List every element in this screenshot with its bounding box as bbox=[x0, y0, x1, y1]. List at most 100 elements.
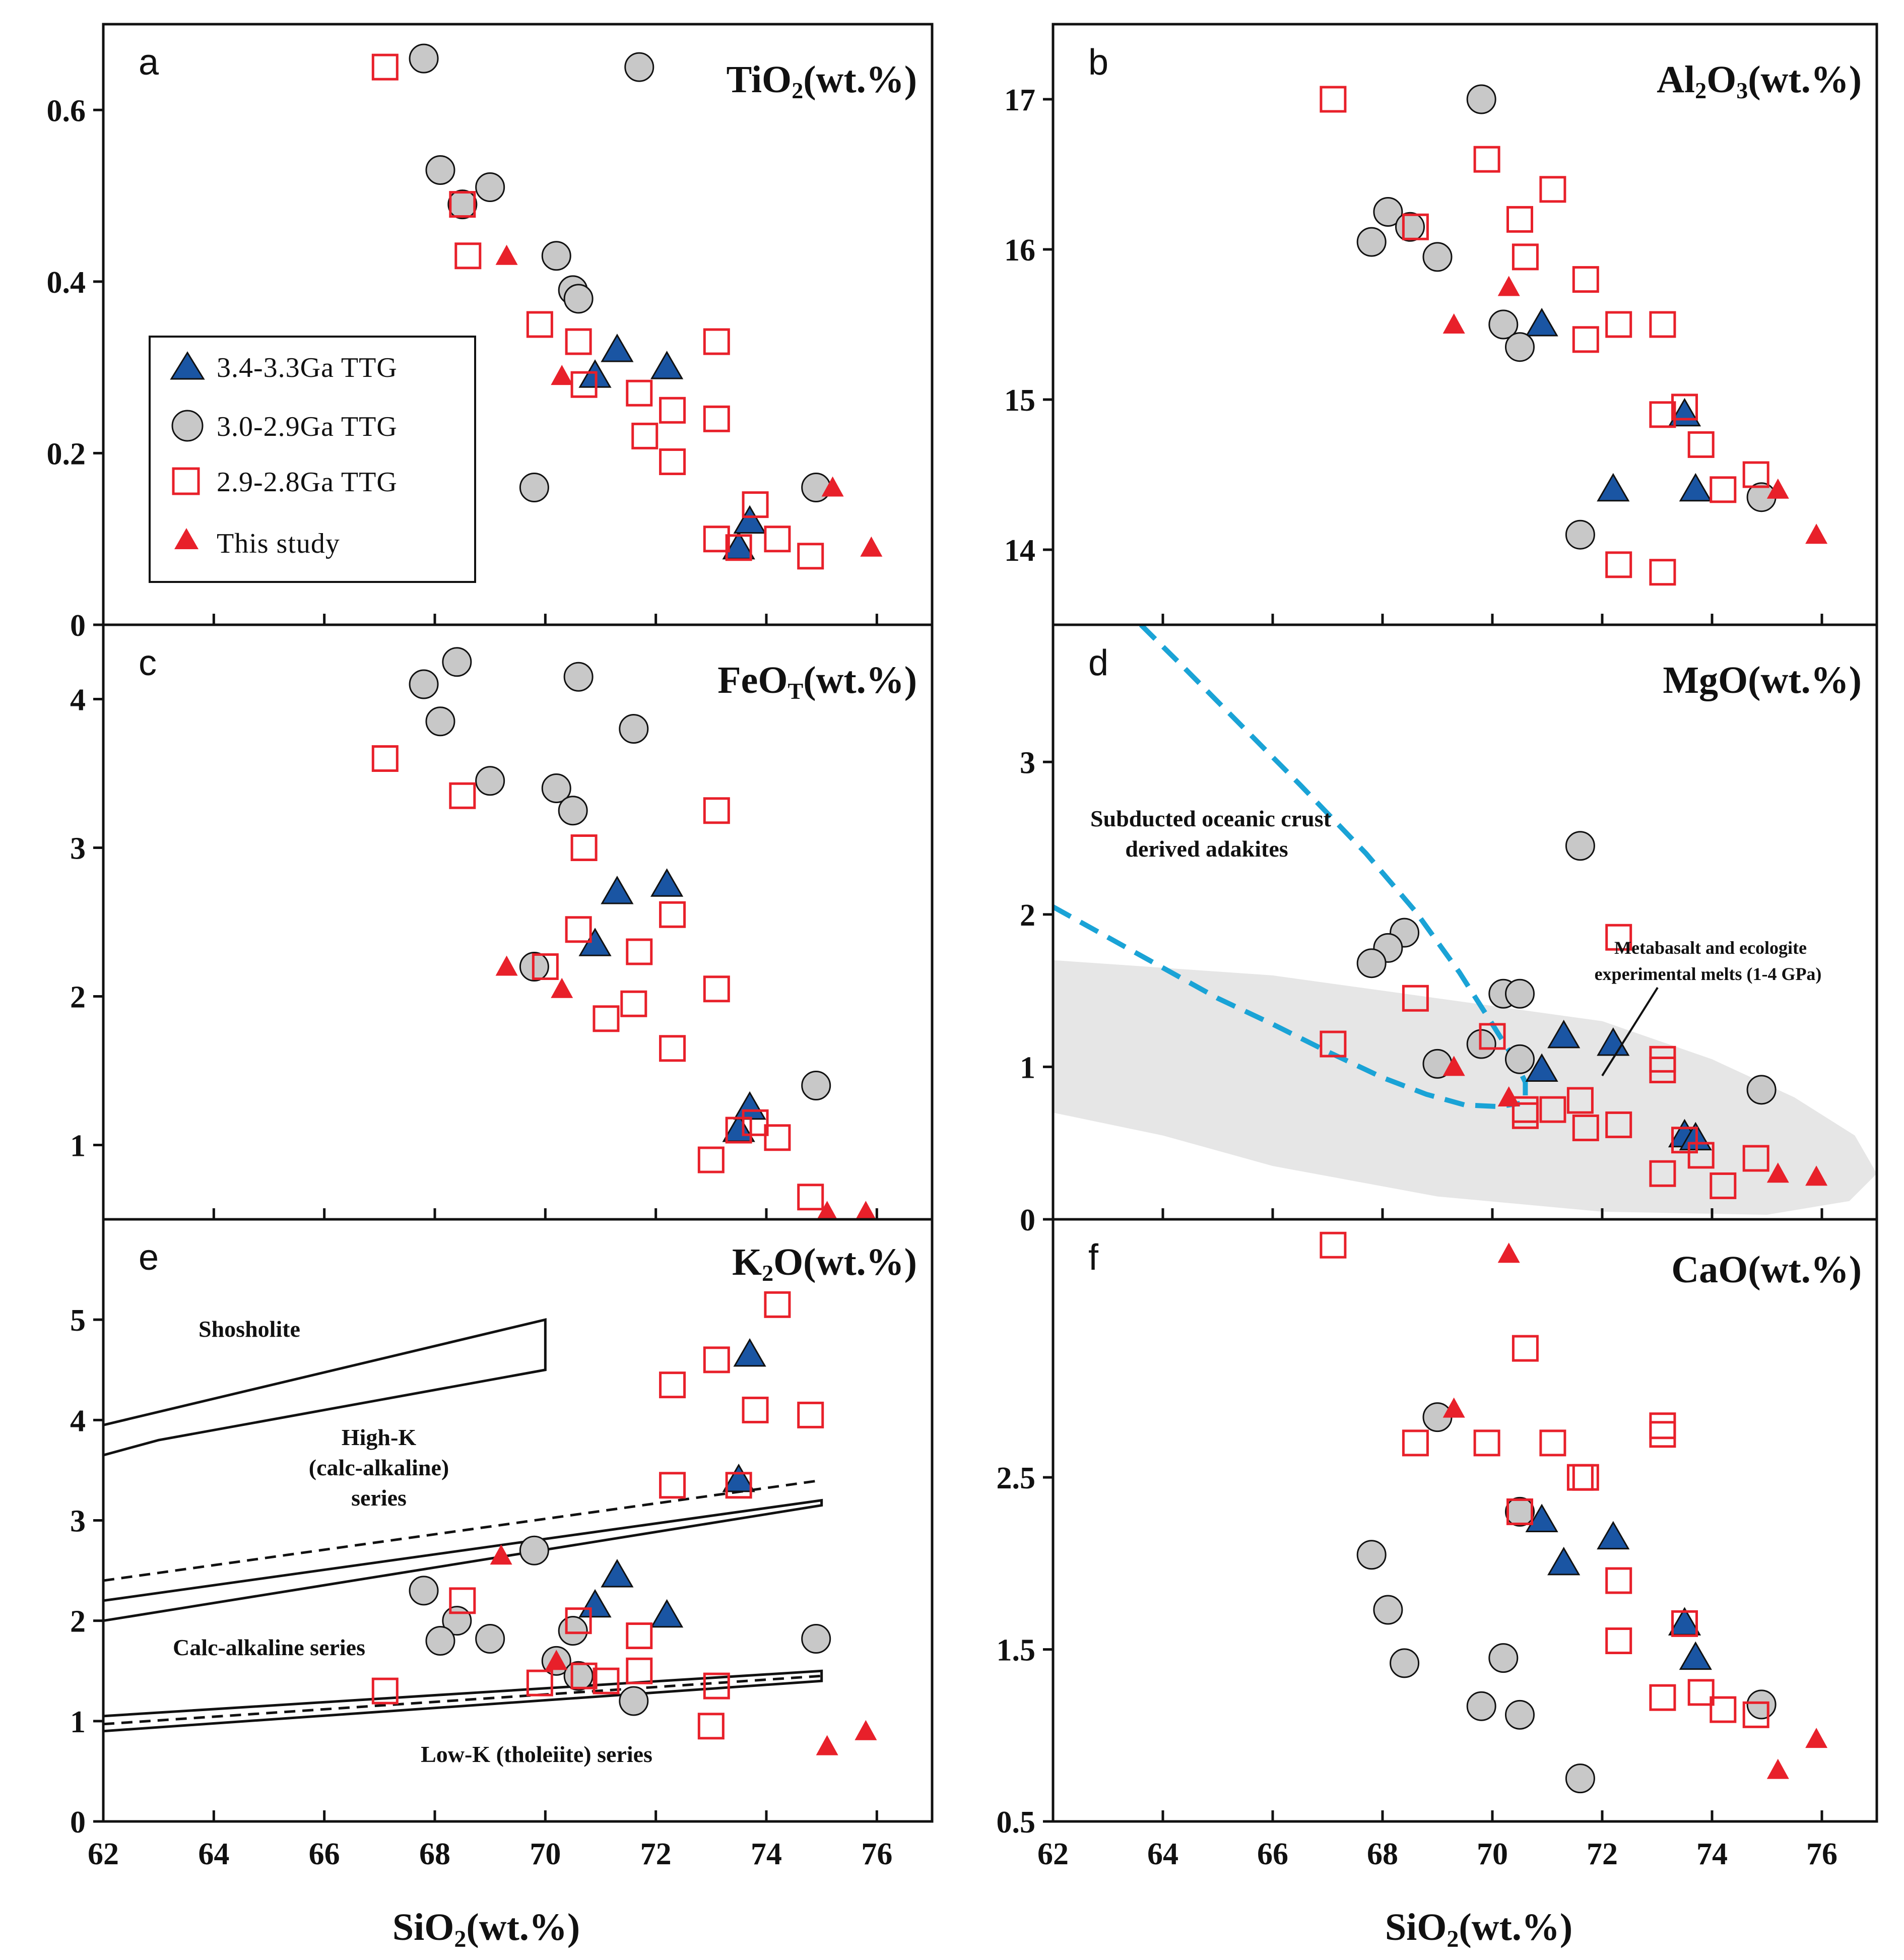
data-point-gray-circle bbox=[1565, 519, 1595, 550]
data-point-gray-circle bbox=[519, 1535, 549, 1565]
data-point-red-square bbox=[1742, 461, 1769, 488]
y-tick-label: 15 bbox=[1004, 383, 1035, 418]
data-point-gray-circle bbox=[1373, 1595, 1403, 1625]
data-point-red-square bbox=[1479, 1023, 1506, 1050]
data-point-red-square bbox=[703, 797, 730, 824]
data-point-gray-circle bbox=[558, 1616, 588, 1646]
data-point-red-triangle bbox=[1497, 1243, 1520, 1263]
y-tick-label: 4 bbox=[70, 683, 86, 717]
data-point-gray-circle bbox=[1466, 84, 1496, 114]
data-point-red-square bbox=[1506, 206, 1533, 233]
data-point-gray-circle bbox=[1505, 332, 1535, 362]
y-tick-label: 2 bbox=[1020, 898, 1035, 933]
panel-e: 62 64 66 68 70 72 74 76 0 1 2 3 4 5 e K2O(wt.%) Shosholi… bbox=[70, 1218, 934, 1871]
data-point-red-square bbox=[797, 1401, 824, 1428]
panel-letter-c: c bbox=[139, 643, 157, 683]
data-point-red-square bbox=[371, 53, 399, 81]
series-boundary-line-4 bbox=[103, 1669, 823, 1733]
legend-box bbox=[149, 336, 476, 583]
y-tick-label: 4 bbox=[70, 1404, 86, 1438]
data-point-gray-circle bbox=[409, 43, 439, 74]
x-tick-label: 70 bbox=[1477, 1837, 1508, 1871]
data-point-red-square bbox=[1473, 1429, 1500, 1457]
data-point-red-triangle bbox=[551, 977, 573, 998]
y-tick-label: 2 bbox=[70, 981, 86, 1015]
x-tick-label: 68 bbox=[419, 1837, 450, 1871]
y-tick-label: 1 bbox=[70, 1705, 86, 1739]
legend-marker-blue-triangle bbox=[170, 351, 205, 380]
x-tick-label: 68 bbox=[1367, 1837, 1398, 1871]
data-point-blue-triangle bbox=[601, 1559, 634, 1588]
metabasalt-label-line-1: Metabasalt and ecologite bbox=[1614, 938, 1807, 958]
data-point-gray-circle bbox=[563, 662, 594, 692]
data-point-blue-triangle bbox=[650, 868, 684, 897]
series-boundary-line-5 bbox=[103, 1674, 822, 1726]
plot-area-f bbox=[1320, 1231, 1828, 1794]
data-point-gray-circle bbox=[409, 669, 439, 699]
data-point-red-square bbox=[1572, 1114, 1599, 1141]
data-point-red-square bbox=[565, 328, 592, 355]
high-k-label-line-1: High-K bbox=[342, 1424, 416, 1450]
data-point-red-square bbox=[626, 938, 653, 965]
data-point-red-triangle bbox=[860, 536, 883, 557]
low-k-label: Low-K (tholeiite) series bbox=[421, 1741, 652, 1767]
data-point-red-triangle bbox=[1766, 1162, 1789, 1183]
data-point-gray-circle bbox=[1466, 1691, 1496, 1721]
data-point-gray-circle bbox=[1565, 1763, 1595, 1794]
data-point-red-square bbox=[1671, 394, 1698, 421]
data-point-red-square bbox=[1649, 1412, 1676, 1440]
y-tick-label: 2.5 bbox=[997, 1461, 1036, 1495]
data-point-red-triangle bbox=[1766, 1758, 1789, 1779]
data-point-red-square bbox=[620, 990, 647, 1017]
panel-title-b: Al2O3(wt.%) bbox=[1657, 58, 1862, 103]
data-point-red-square bbox=[797, 543, 824, 570]
data-point-red-square bbox=[593, 1005, 620, 1032]
data-point-blue-triangle bbox=[1547, 1546, 1581, 1576]
data-point-blue-triangle bbox=[1597, 473, 1630, 502]
data-point-gray-circle bbox=[425, 706, 455, 737]
plot-area-b bbox=[1320, 84, 1828, 586]
data-point-blue-triangle bbox=[601, 875, 634, 904]
adakite-label-line-1: Subducted oceanic crust bbox=[1090, 806, 1332, 831]
data-point-red-square bbox=[703, 328, 730, 355]
high-k-label-line-2: (calc-alkaline) bbox=[309, 1455, 449, 1480]
data-point-red-square bbox=[1539, 1429, 1566, 1457]
data-point-red-square bbox=[1605, 1111, 1632, 1138]
panel-letter-f: f bbox=[1088, 1237, 1099, 1278]
plot-area-e bbox=[103, 1291, 877, 1755]
data-point-red-triangle bbox=[545, 1650, 568, 1670]
metabasalt-label-line-2: experimental melts (1-4 GPa) bbox=[1595, 964, 1822, 984]
data-point-red-square bbox=[659, 1035, 686, 1062]
data-point-red-square bbox=[1671, 1610, 1698, 1637]
data-point-red-square bbox=[1687, 1679, 1715, 1706]
shoshonite-label: Shosholite bbox=[199, 1316, 300, 1342]
data-point-red-square bbox=[1710, 1696, 1737, 1723]
data-point-red-square bbox=[703, 526, 730, 553]
data-point-blue-triangle bbox=[578, 1589, 612, 1618]
data-point-red-square bbox=[1402, 985, 1429, 1012]
data-point-red-square bbox=[1572, 326, 1599, 353]
data-point-red-square bbox=[725, 1117, 752, 1144]
data-point-blue-triangle bbox=[733, 1338, 766, 1367]
data-point-red-square bbox=[1649, 401, 1676, 428]
data-point-red-square bbox=[1402, 213, 1429, 240]
plot-frame-b bbox=[1052, 23, 1878, 626]
data-point-red-square bbox=[1605, 1627, 1632, 1654]
data-point-gray-circle bbox=[442, 647, 472, 677]
data-point-gray-circle bbox=[1505, 1496, 1535, 1527]
data-point-red-square bbox=[659, 1472, 686, 1499]
data-point-red-square bbox=[1506, 1498, 1533, 1525]
data-point-red-triangle bbox=[816, 1735, 838, 1755]
data-point-blue-triangle bbox=[650, 1599, 684, 1628]
data-point-red-square bbox=[659, 901, 686, 928]
x-tick-label: 74 bbox=[751, 1837, 782, 1871]
data-point-red-square bbox=[1687, 431, 1715, 458]
data-point-gray-circle bbox=[619, 1686, 649, 1716]
legend-label-3: 2.9-2.8Ga TTG bbox=[217, 467, 398, 498]
data-point-gray-circle bbox=[619, 714, 649, 744]
data-point-red-square bbox=[593, 1667, 620, 1694]
data-point-red-square bbox=[526, 1669, 553, 1696]
data-point-red-square bbox=[659, 448, 686, 475]
x-tick-label: 62 bbox=[1037, 1837, 1069, 1871]
x-tick-label: 72 bbox=[640, 1837, 672, 1871]
